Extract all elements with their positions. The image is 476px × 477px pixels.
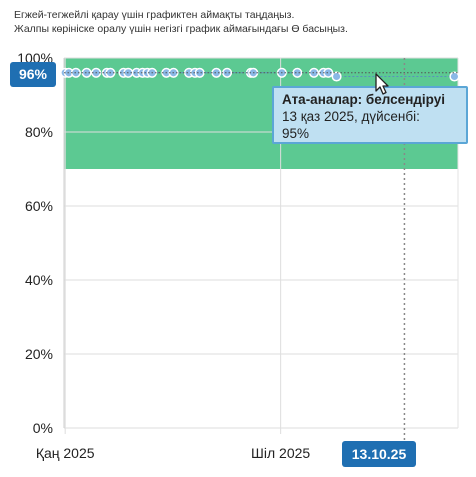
data-point[interactable] <box>292 67 303 78</box>
tooltip-value: 95% <box>282 126 310 141</box>
hint-text-reset-zoom: Жалпы көрініске оралу үшін негізгі графи… <box>14 23 348 35</box>
hint-text-select-area: Егжей-тегжейлі қарау үшін графиктен айма… <box>14 9 295 21</box>
y-tick-label: 20% <box>25 346 53 362</box>
data-point[interactable] <box>222 67 233 78</box>
y-tick-label: 40% <box>25 272 53 288</box>
mouse-pointer-icon <box>375 73 389 95</box>
y-crosshair-badge: 96% <box>10 62 56 87</box>
data-point[interactable] <box>449 71 460 82</box>
y-tick-label: 0% <box>33 420 53 436</box>
tooltip-title: Ата-аналар: белсендіруі <box>282 92 445 107</box>
y-tick-label: 60% <box>25 198 53 214</box>
x-tick-label: Қаң 2025 <box>36 445 95 461</box>
x-crosshair-badge: 13.10.25 <box>342 441 416 467</box>
tooltip-date: 13 қаз 2025, дүйсенбі: <box>282 109 420 124</box>
x-tick-label: Шіл 2025 <box>251 445 310 461</box>
data-point[interactable] <box>194 67 205 78</box>
data-point[interactable] <box>331 71 342 82</box>
data-tooltip: Ата-аналар: белсендіруі 13 қаз 2025, дүй… <box>272 86 468 144</box>
y-tick-label: 80% <box>25 124 53 140</box>
